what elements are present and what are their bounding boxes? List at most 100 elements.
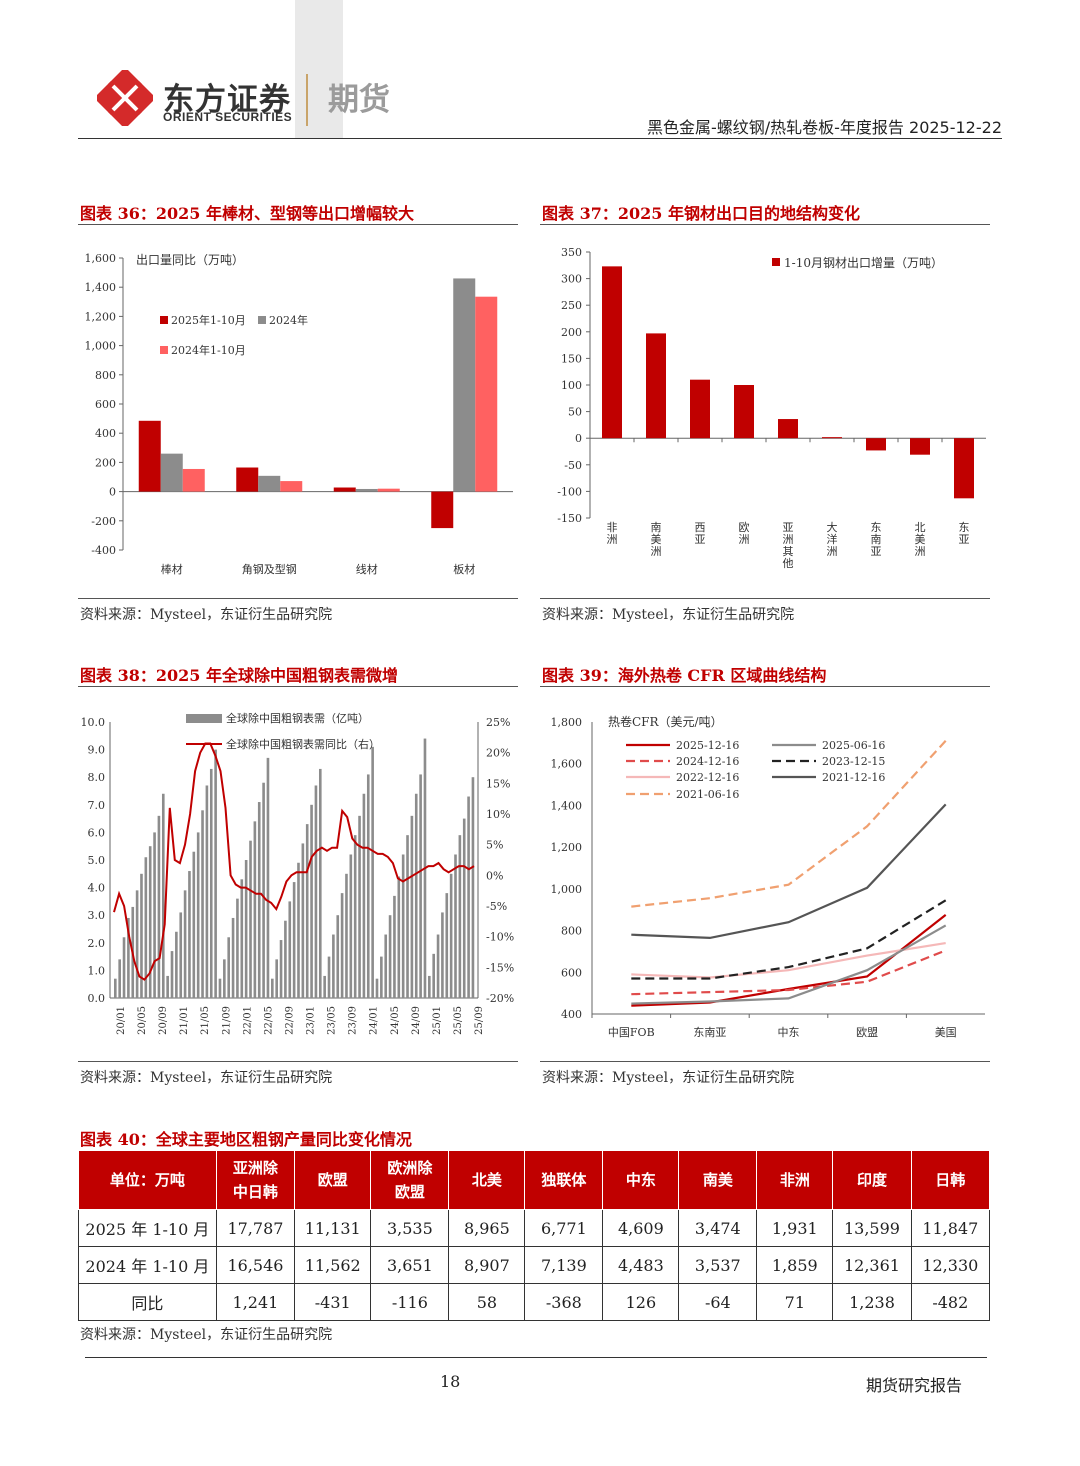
legend-swatch-bar bbox=[186, 714, 222, 723]
demand-bar bbox=[240, 879, 244, 998]
chart-38-global-demand: 10.0 9.0 8.0 7.0 6.0 5.0 4.0 3.0 2.0 1.0 0.0 25% 20%… bbox=[81, 711, 515, 1035]
demand-bar bbox=[297, 862, 300, 998]
demand-bar bbox=[205, 785, 209, 998]
value-cell: 71 bbox=[756, 1283, 834, 1321]
demand-bar bbox=[275, 959, 278, 998]
chart-37-export-destination: 350 300 250 200 150 100 50 0 -50 -100 -150 非洲 南美洲 西亚 欧… bbox=[557, 246, 986, 570]
demand-yoy-line bbox=[113, 742, 475, 981]
y-axis-title: 热卷CFR（美元/吨） bbox=[608, 714, 723, 729]
demand-bar bbox=[401, 854, 405, 998]
figure-39-source: 资料来源：Mysteel，东证衍生品研究院 bbox=[542, 1070, 795, 1086]
left-tick-label: 10.0 bbox=[81, 716, 106, 729]
demand-bar bbox=[366, 774, 370, 998]
bar-东南亚 bbox=[866, 438, 886, 451]
value-cell: -368 bbox=[524, 1283, 604, 1321]
value-cell: 3,537 bbox=[678, 1246, 758, 1284]
demand-bar bbox=[375, 978, 379, 998]
legend-label: 2022-12-16 bbox=[676, 771, 739, 784]
y-tick-label: 800 bbox=[561, 925, 582, 938]
bar-2024年1-10月-线材 bbox=[377, 488, 400, 492]
bar-2025年1-10月-线材 bbox=[333, 487, 356, 492]
left-tick-label: 0.0 bbox=[88, 992, 106, 1005]
bar-北美洲 bbox=[910, 438, 930, 455]
x-category-label: 中东 bbox=[778, 1026, 800, 1039]
demand-bar bbox=[323, 975, 326, 998]
demand-bar bbox=[257, 802, 261, 998]
demand-bar bbox=[406, 835, 409, 998]
cfr-line-2024-12-16 bbox=[631, 949, 947, 996]
header-band bbox=[295, 0, 343, 138]
x-category-label: 线材 bbox=[356, 562, 378, 576]
legend-label: 2025年1-10月 bbox=[171, 313, 246, 327]
legend-label: 1-10月钢材出口增量（万吨） bbox=[784, 256, 943, 270]
x-category-label: 东南亚 bbox=[693, 1026, 726, 1039]
bar-2024年1-10月-角钢及型钢 bbox=[280, 481, 303, 492]
bar-非洲 bbox=[602, 266, 622, 439]
x-category-label: 东南亚 bbox=[871, 521, 882, 558]
demand-bar bbox=[441, 912, 444, 998]
cfr-line-2021-06-16 bbox=[631, 740, 947, 908]
demand-bar bbox=[353, 835, 357, 998]
demand-bar bbox=[419, 774, 422, 998]
right-tick-label: 25% bbox=[486, 716, 510, 729]
demand-bar bbox=[231, 917, 235, 998]
table-row: 2024 年 1-10 月 16,546 11,562 3,651 8,907 7,139… bbox=[78, 1246, 991, 1284]
left-tick-label: 4.0 bbox=[88, 882, 106, 895]
legend-swatch bbox=[258, 316, 266, 324]
value-cell: 4,483 bbox=[602, 1246, 680, 1284]
demand-bar bbox=[135, 890, 139, 998]
left-tick-label: 5.0 bbox=[88, 854, 106, 867]
x-category-label: 南美洲 bbox=[651, 521, 662, 558]
demand-bar bbox=[310, 804, 313, 998]
right-tick-label: 20% bbox=[486, 747, 510, 760]
legend-label: 2025-06-16 bbox=[822, 739, 885, 752]
right-tick-label: -15% bbox=[486, 961, 514, 974]
header-line-2: 中日韩 bbox=[232, 1183, 278, 1201]
value-cell: 11,131 bbox=[294, 1209, 372, 1247]
value-cell: -116 bbox=[370, 1283, 450, 1321]
demand-bar bbox=[284, 920, 287, 998]
y-tick-label: 1,400 bbox=[85, 281, 117, 294]
y-tick-label: 300 bbox=[561, 273, 582, 286]
value-cell: 8,907 bbox=[448, 1246, 526, 1284]
y-tick-label: -150 bbox=[557, 512, 582, 525]
x-category-label: 大洋洲 bbox=[827, 520, 838, 558]
demand-bar bbox=[445, 893, 449, 998]
bar-2024年1-10月-棒材 bbox=[182, 468, 205, 492]
y-axis-title: 出口量同比（万吨） bbox=[136, 253, 244, 267]
brand-separator bbox=[306, 74, 308, 126]
value-cell: -431 bbox=[294, 1283, 372, 1321]
demand-bar bbox=[288, 901, 292, 998]
table-header-cell: 南美 bbox=[678, 1150, 758, 1210]
figure-39-bottom-rule bbox=[540, 1061, 990, 1062]
header-line-1: 欧洲除 bbox=[387, 1159, 433, 1177]
x-tick-label: 22/01 bbox=[242, 1006, 253, 1035]
value-cell: 12,330 bbox=[910, 1246, 991, 1284]
legend-label: 2021-12-16 bbox=[822, 771, 885, 784]
right-tick-label: -10% bbox=[486, 931, 514, 944]
page-number: 18 bbox=[440, 1372, 461, 1391]
demand-bar bbox=[388, 915, 392, 998]
table-header-row: 单位：万吨 亚洲除 中日韩 欧盟 欧洲除 欧盟 北美 独联体 中东 南美 非洲 印度 日韩 bbox=[78, 1150, 991, 1210]
demand-bar bbox=[244, 860, 248, 998]
figure-37-source: 资料来源：Mysteel，东证衍生品研究院 bbox=[542, 607, 795, 623]
demand-bar bbox=[183, 890, 187, 998]
left-tick-label: 2.0 bbox=[88, 937, 106, 950]
figure-40-source: 资料来源：Mysteel，东证衍生品研究院 bbox=[80, 1327, 333, 1343]
right-tick-label: -5% bbox=[486, 900, 507, 913]
y-tick-label: 800 bbox=[95, 369, 116, 382]
demand-bar bbox=[249, 840, 252, 998]
demand-bar bbox=[271, 978, 274, 998]
y-tick-label: 600 bbox=[95, 398, 116, 411]
figure-36-title: 图表 36：2025 年棒材、型钢等出口增幅较大 bbox=[80, 204, 414, 223]
x-category-label: 角钢及型钢 bbox=[242, 562, 297, 576]
cfr-line-2021-12-16 bbox=[631, 803, 947, 940]
figure-38-title: 图表 38：2025 年全球除中国粗钢表需微增 bbox=[80, 666, 398, 685]
demand-bar bbox=[175, 931, 178, 998]
demand-bar bbox=[345, 873, 348, 998]
y-tick-label: 400 bbox=[561, 1008, 582, 1021]
table-header-cell: 独联体 bbox=[524, 1150, 604, 1210]
table-header-cell: 印度 bbox=[832, 1150, 912, 1210]
bar-东亚 bbox=[954, 438, 974, 499]
value-cell: 6,771 bbox=[524, 1209, 604, 1247]
